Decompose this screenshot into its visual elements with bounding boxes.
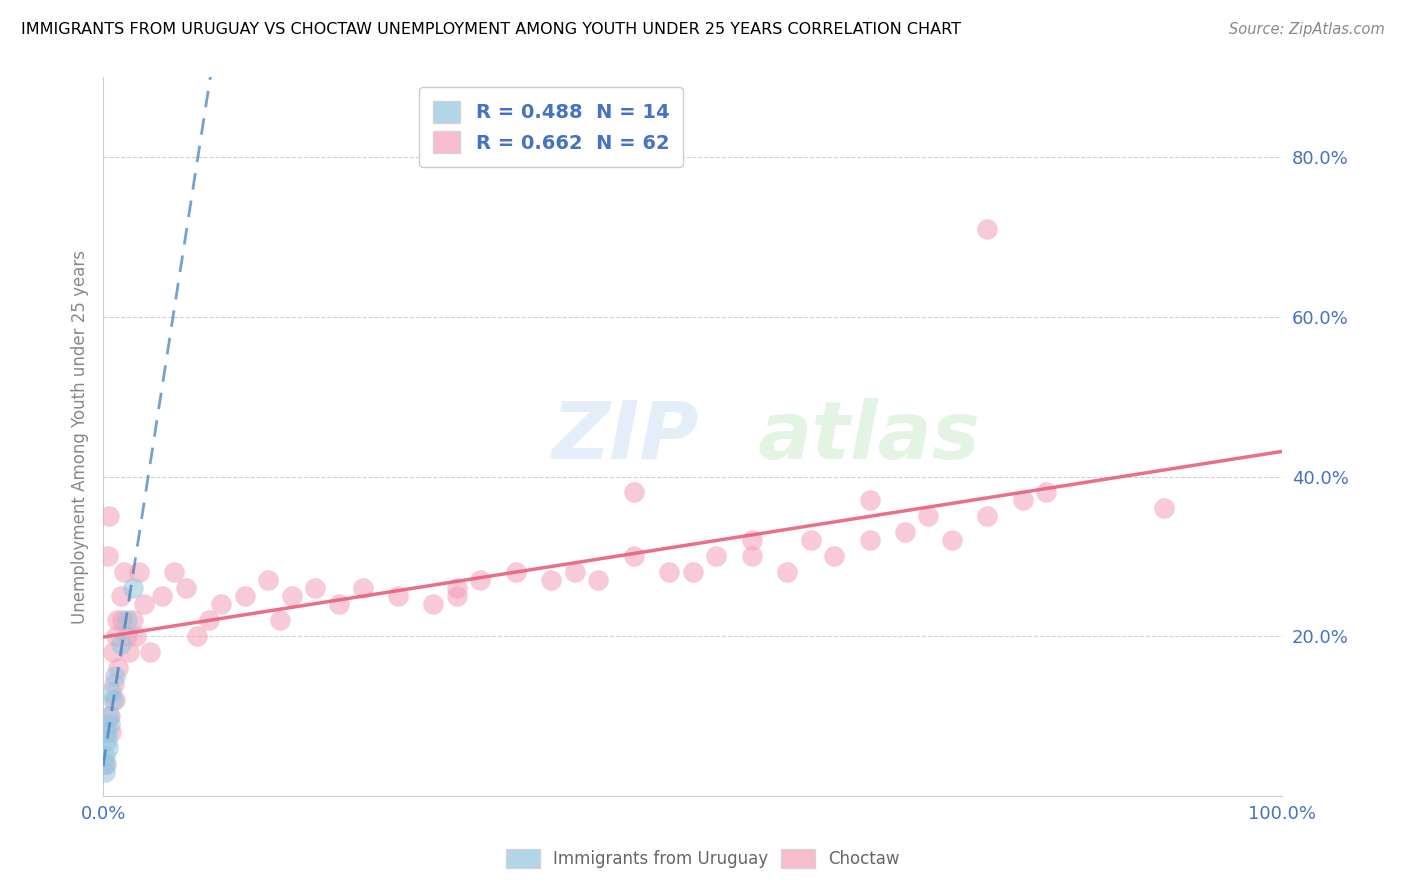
Point [186,629,208,643]
Point [623,549,645,564]
Point [111,613,134,627]
Point [96,732,118,747]
Point [110,637,132,651]
Point [776,566,799,580]
Point [198,613,221,627]
Text: Source: ZipAtlas.com: Source: ZipAtlas.com [1229,22,1385,37]
Point [1035,485,1057,500]
Point [100,725,122,739]
Point [94,764,117,779]
Point [682,566,704,580]
Point [209,597,232,611]
Point [564,566,586,580]
Legend: Immigrants from Uruguay, Choctaw: Immigrants from Uruguay, Choctaw [499,842,907,875]
Point [174,581,197,595]
Legend: R = 0.488  N = 14, R = 0.662  N = 62: R = 0.488 N = 14, R = 0.662 N = 62 [419,87,683,167]
Point [112,566,135,580]
Point [115,613,138,627]
Point [588,574,610,588]
Point [352,581,374,595]
Point [100,685,122,699]
Point [328,597,350,611]
Point [121,613,143,627]
Point [150,589,173,603]
Point [304,581,326,595]
Point [446,581,468,595]
Point [422,597,444,611]
Text: ZIP: ZIP [551,398,699,475]
Point [917,509,939,524]
Point [128,566,150,580]
Point [101,645,124,659]
Point [125,629,148,643]
Point [941,533,963,548]
Point [387,589,409,603]
Point [105,629,128,643]
Point [115,629,138,643]
Point [118,645,141,659]
Text: atlas: atlas [758,398,980,475]
Point [658,566,681,580]
Point [823,549,845,564]
Point [103,677,125,691]
Point [446,589,468,603]
Point [976,509,998,524]
Point [894,525,917,540]
Point [98,709,121,723]
Point [269,613,291,627]
Point [104,693,127,707]
Point [94,748,117,763]
Point [281,589,304,603]
Point [98,509,121,524]
Point [1011,493,1033,508]
Text: IMMIGRANTS FROM URUGUAY VS CHOCTAW UNEMPLOYMENT AMONG YOUTH UNDER 25 YEARS CORRE: IMMIGRANTS FROM URUGUAY VS CHOCTAW UNEMP… [21,22,962,37]
Point [800,533,823,548]
Point [134,597,156,611]
Point [97,549,120,564]
Point [110,589,132,603]
Point [505,566,527,580]
Point [1153,501,1175,516]
Point [470,574,492,588]
Point [257,574,280,588]
Point [623,485,645,500]
Point [104,669,127,683]
Point [101,693,124,707]
Point [96,725,118,739]
Point [121,581,143,595]
Point [98,717,121,731]
Point [858,493,880,508]
Point [976,222,998,236]
Point [163,566,186,580]
Point [139,645,162,659]
Point [741,533,763,548]
Point [741,549,763,564]
Point [97,740,120,755]
Point [98,709,121,723]
Point [858,533,880,548]
Point [105,613,128,627]
Point [107,661,129,675]
Point [94,756,117,771]
Point [704,549,727,564]
Point [540,574,562,588]
Point [94,756,117,771]
Point [233,589,256,603]
Y-axis label: Unemployment Among Youth under 25 years: Unemployment Among Youth under 25 years [72,250,89,624]
